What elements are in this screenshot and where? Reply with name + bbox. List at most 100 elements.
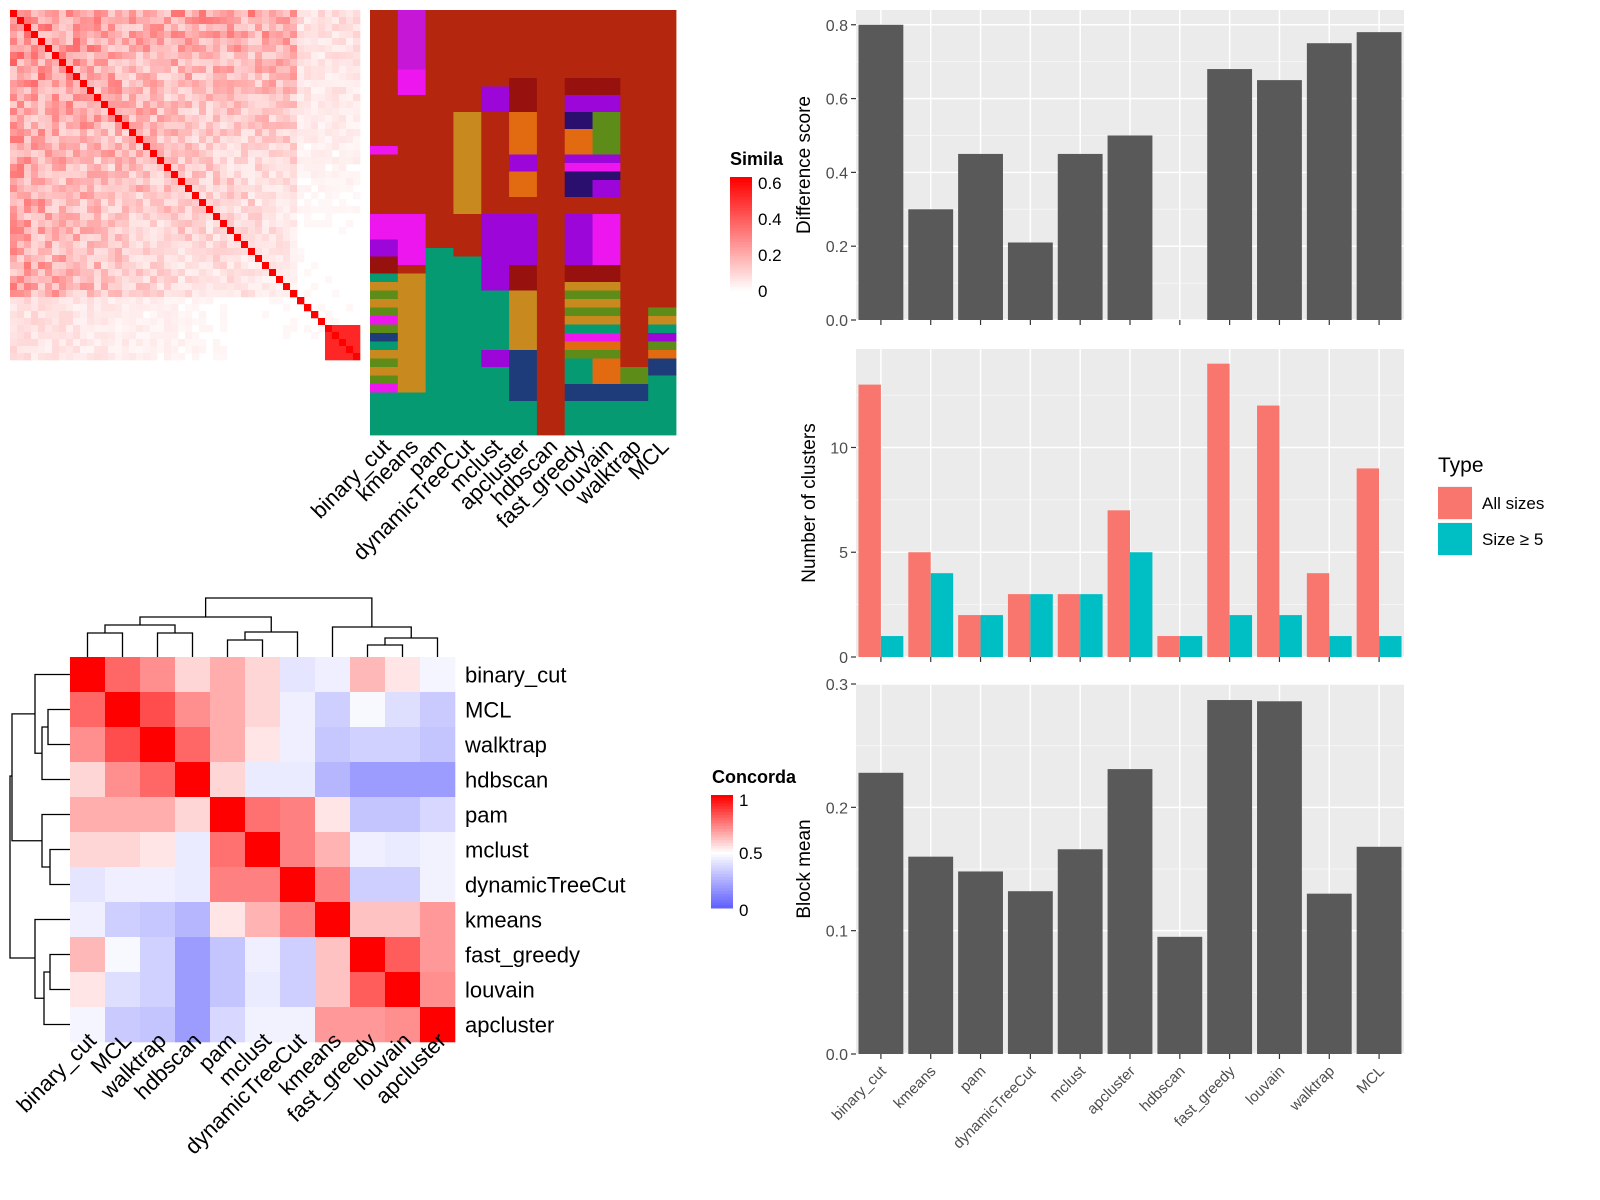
similarity-cell xyxy=(262,227,270,235)
similarity-cell xyxy=(178,87,186,95)
similarity-cell xyxy=(332,157,340,165)
similarity-cell xyxy=(150,192,158,200)
cluster-cell xyxy=(564,214,593,223)
cluster-cell xyxy=(592,35,621,45)
cluster-cell xyxy=(397,120,427,130)
cluster-cell xyxy=(397,146,427,155)
similarity-cell xyxy=(269,94,277,102)
similarity-cell xyxy=(80,115,88,123)
similarity-cell xyxy=(94,178,102,186)
cluster-cell xyxy=(425,27,454,36)
similarity-cell xyxy=(297,143,305,151)
similarity-cell xyxy=(185,213,193,221)
similarity-cell xyxy=(101,31,109,39)
similarity-cell xyxy=(38,353,46,361)
cluster-cell xyxy=(481,256,510,266)
cluster-cell xyxy=(509,154,538,164)
similarity-cell xyxy=(52,143,60,151)
similarity-cell xyxy=(108,234,116,242)
similarity-cell xyxy=(332,318,340,326)
similarity-cell xyxy=(248,255,256,263)
similarity-cell xyxy=(171,164,179,172)
similarity-cell xyxy=(150,178,158,186)
similarity-cell xyxy=(192,31,200,39)
similarity-cell xyxy=(262,52,270,60)
similarity-cell xyxy=(101,150,109,158)
similarity-cell xyxy=(290,94,298,102)
similarity-cell xyxy=(178,101,186,109)
similarity-legend-swatch xyxy=(730,281,752,285)
similarity-cell xyxy=(276,87,284,95)
similarity-cell xyxy=(206,122,214,130)
similarity-cell xyxy=(332,17,340,25)
similarity-cell xyxy=(17,150,25,158)
similarity-cell xyxy=(297,108,305,116)
similarity-cell xyxy=(290,52,298,60)
concordance-legend-swatch xyxy=(711,795,733,799)
similarity-cell xyxy=(234,10,242,18)
similarity-cell xyxy=(171,346,179,354)
similarity-cell xyxy=(192,206,200,214)
similarity-cell xyxy=(185,311,193,319)
concordance-cell xyxy=(385,937,421,973)
similarity-cell xyxy=(311,115,319,123)
similarity-cell xyxy=(276,129,284,137)
similarity-cell xyxy=(17,31,25,39)
similarity-cell xyxy=(157,290,165,298)
similarity-cell xyxy=(38,213,46,221)
similarity-cell xyxy=(199,66,207,74)
similarity-cell xyxy=(38,136,46,144)
similarity-cell xyxy=(17,143,25,151)
similarity-cell xyxy=(213,199,221,207)
similarity-cell xyxy=(115,24,123,32)
cluster-cell xyxy=(620,384,649,393)
similarity-cell xyxy=(220,80,228,88)
similarity-cell xyxy=(45,24,53,32)
similarity-legend-swatch xyxy=(730,256,752,260)
cluster-cell xyxy=(592,61,621,70)
similarity-cell xyxy=(276,248,284,256)
cluster-cell xyxy=(564,324,593,334)
similarity-cell xyxy=(129,10,137,18)
similarity-cell xyxy=(101,143,109,151)
similarity-cell xyxy=(150,276,158,284)
similarity-cell xyxy=(220,45,228,53)
similarity-cell xyxy=(59,143,67,151)
similarity-cell xyxy=(206,129,214,137)
similarity-cell xyxy=(311,332,319,340)
similarity-legend-swatch xyxy=(730,273,752,277)
cluster-cell xyxy=(425,409,454,419)
cluster-cell xyxy=(592,154,621,164)
similarity-cell xyxy=(234,129,242,137)
concordance-cell xyxy=(175,902,211,938)
similarity-cell xyxy=(59,346,67,354)
similarity-cell xyxy=(206,171,214,179)
cluster-cell xyxy=(509,180,538,189)
similarity-cell xyxy=(332,45,340,53)
concordance-legend-swatch xyxy=(711,905,733,909)
cluster-cell xyxy=(481,409,510,419)
similarity-cell xyxy=(220,101,228,109)
similarity-cell xyxy=(332,24,340,32)
similarity-cell xyxy=(38,290,46,298)
similarity-cell xyxy=(185,304,193,312)
similarity-cell xyxy=(248,262,256,270)
similarity-cell xyxy=(192,185,200,193)
similarity-cell xyxy=(339,178,347,186)
similarity-legend-swatch xyxy=(730,264,752,268)
similarity-cell xyxy=(185,290,193,298)
similarity-cell xyxy=(94,234,102,242)
similarity-cell xyxy=(164,52,172,60)
cluster-cell xyxy=(536,384,566,393)
similarity-legend-title: Simila xyxy=(730,149,784,169)
similarity-cell xyxy=(59,339,67,347)
similarity-cell xyxy=(80,150,88,158)
similarity-cell xyxy=(248,136,256,144)
similarity-cell xyxy=(129,234,137,242)
similarity-cell xyxy=(220,87,228,95)
cluster-cell xyxy=(370,282,399,291)
cluster-cell xyxy=(481,69,510,79)
concordance-cell xyxy=(280,972,316,1008)
similarity-cell xyxy=(94,45,102,53)
similarity-cell xyxy=(38,325,46,333)
